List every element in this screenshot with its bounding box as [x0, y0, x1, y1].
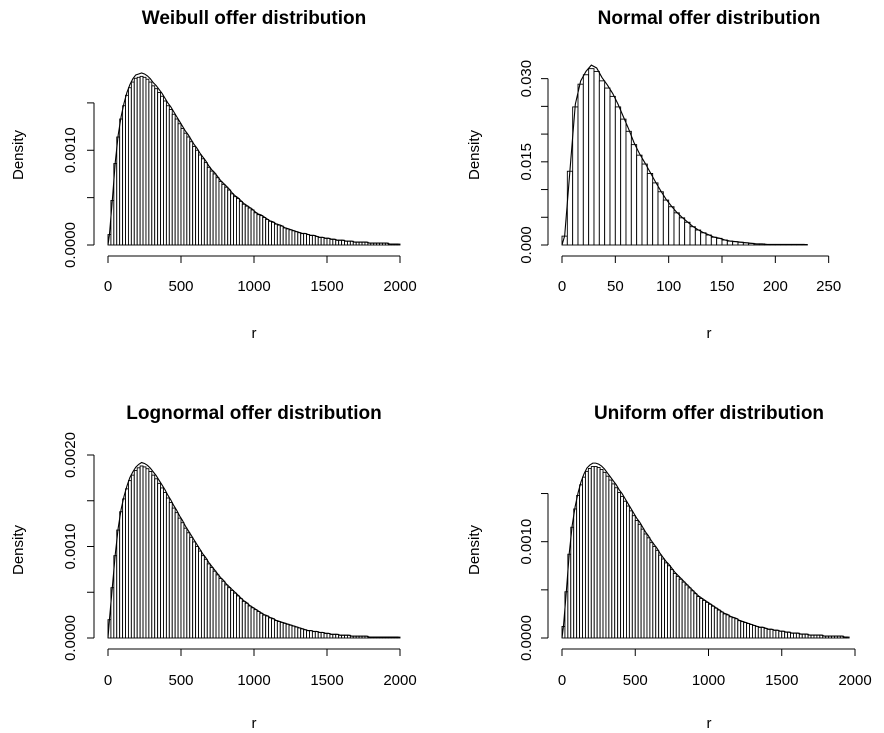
histogram-bar [662, 199, 670, 246]
histogram-bar [566, 170, 574, 246]
histogram-bar [700, 232, 707, 246]
x-tick-label: 1000 [237, 278, 270, 295]
x-tick-label: 0 [104, 672, 112, 689]
x-tick-label: 1000 [237, 672, 270, 689]
y-tick-label: 0.000 [518, 226, 535, 264]
y-tick-label: 0.0020 [62, 432, 79, 478]
density-curve [107, 461, 399, 639]
density-curve [561, 64, 805, 246]
histogram-bar [598, 80, 606, 246]
histogram-bar [577, 83, 584, 246]
histogram-bar [684, 221, 691, 246]
histogram-bar [625, 130, 632, 246]
histogram-bar [582, 74, 590, 246]
histogram-bar [593, 70, 600, 246]
histogram-bar [689, 226, 696, 246]
x-axis-label: r [252, 715, 257, 732]
histogram-bar [668, 206, 675, 246]
x-axis: 0 500 1000 1500 2000 [104, 255, 417, 295]
histogram-bar [673, 212, 680, 246]
bars [561, 68, 808, 246]
y-tick-label: 0.0000 [62, 222, 79, 268]
x-tick-label: 0 [558, 278, 566, 295]
y-axis: 0.0000 0.0010 [518, 493, 549, 661]
chart-title: Uniform offer distribution [594, 403, 824, 424]
y-axis-label: Density [10, 129, 27, 180]
histogram-bar [678, 217, 686, 246]
y-tick-label: 0.030 [518, 60, 535, 98]
y-tick-label: 0.0010 [518, 519, 535, 565]
histogram-bar [609, 95, 616, 246]
x-tick-label: 250 [816, 278, 841, 295]
histogram-bar [614, 106, 622, 246]
x-tick-label: 500 [623, 672, 648, 689]
histogram-bar [604, 87, 611, 246]
bars [561, 466, 850, 639]
histogram-bar [705, 234, 712, 246]
x-tick-label: 100 [656, 278, 681, 295]
y-axis-label: Density [10, 524, 27, 575]
x-axis: 0 500 1000 1500 2000 [104, 648, 417, 689]
y-tick-label: 0.0000 [62, 615, 79, 661]
x-axis-label: r [707, 325, 712, 342]
x-tick-label: 200 [763, 278, 788, 295]
panel-weibull: Weibull offer distribution r Density 0 50… [10, 8, 417, 342]
y-axis: 0.000 0.015 0.030 [518, 60, 549, 264]
y-axis-label: Density [466, 524, 483, 575]
x-tick-label: 150 [709, 278, 734, 295]
x-tick-label: 0 [104, 278, 112, 295]
x-tick-label: 500 [168, 672, 193, 689]
histogram-bar [636, 154, 643, 246]
panel-lognormal: Lognormal offer distribution r Density 0… [10, 403, 417, 732]
histogram-bar [694, 229, 702, 246]
x-tick-label: 500 [168, 278, 193, 295]
y-tick-label: 0.0010 [62, 127, 79, 173]
panel-uniform: Uniform offer distribution r Density 0 50… [466, 403, 872, 732]
chart-title: Weibull offer distribution [142, 8, 366, 29]
x-axis-label: r [707, 715, 712, 732]
x-tick-label: 2000 [838, 672, 871, 689]
x-axis: 0 500 1000 1500 2000 [558, 648, 872, 689]
x-tick-label: 1000 [692, 672, 725, 689]
y-axis: 0.0000 0.0010 0.0020 [62, 432, 95, 661]
histogram-bar [620, 118, 627, 246]
chart-title: Normal offer distribution [598, 8, 821, 29]
x-tick-label: 2000 [383, 672, 416, 689]
histogram-bar [657, 191, 664, 246]
x-tick-label: 50 [607, 278, 624, 295]
histogram-bar [710, 236, 718, 246]
x-tick-label: 2000 [383, 278, 416, 295]
y-axis: 0.0000 0.0010 [62, 102, 95, 268]
bars [107, 465, 401, 639]
histogram-bar [646, 173, 654, 246]
x-tick-label: 1500 [765, 672, 798, 689]
y-tick-label: 0.015 [518, 143, 535, 181]
histogram-bar [588, 68, 595, 246]
y-tick-label: 0.0000 [518, 615, 535, 661]
x-tick-label: 1500 [310, 278, 343, 295]
bars [107, 75, 401, 246]
y-tick-label: 0.0010 [62, 524, 79, 570]
x-axis: 0 50 100 150 200 250 [558, 255, 841, 295]
histogram-bar [652, 182, 659, 246]
density-curve [561, 462, 848, 639]
density-curve [107, 72, 399, 246]
histogram-bar [641, 163, 648, 246]
chart-title: Lognormal offer distribution [126, 403, 381, 424]
x-axis-label: r [252, 325, 257, 342]
panel-normal: Normal offer distribution r Density 0 50 1… [466, 8, 841, 342]
y-axis-label: Density [466, 129, 483, 180]
histogram-bar [630, 144, 638, 246]
x-tick-label: 0 [558, 672, 566, 689]
x-tick-label: 1500 [310, 672, 343, 689]
